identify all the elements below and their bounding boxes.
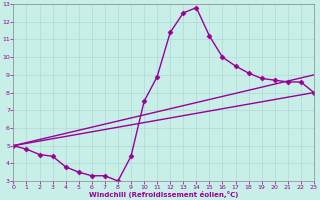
X-axis label: Windchill (Refroidissement éolien,°C): Windchill (Refroidissement éolien,°C) bbox=[89, 191, 238, 198]
